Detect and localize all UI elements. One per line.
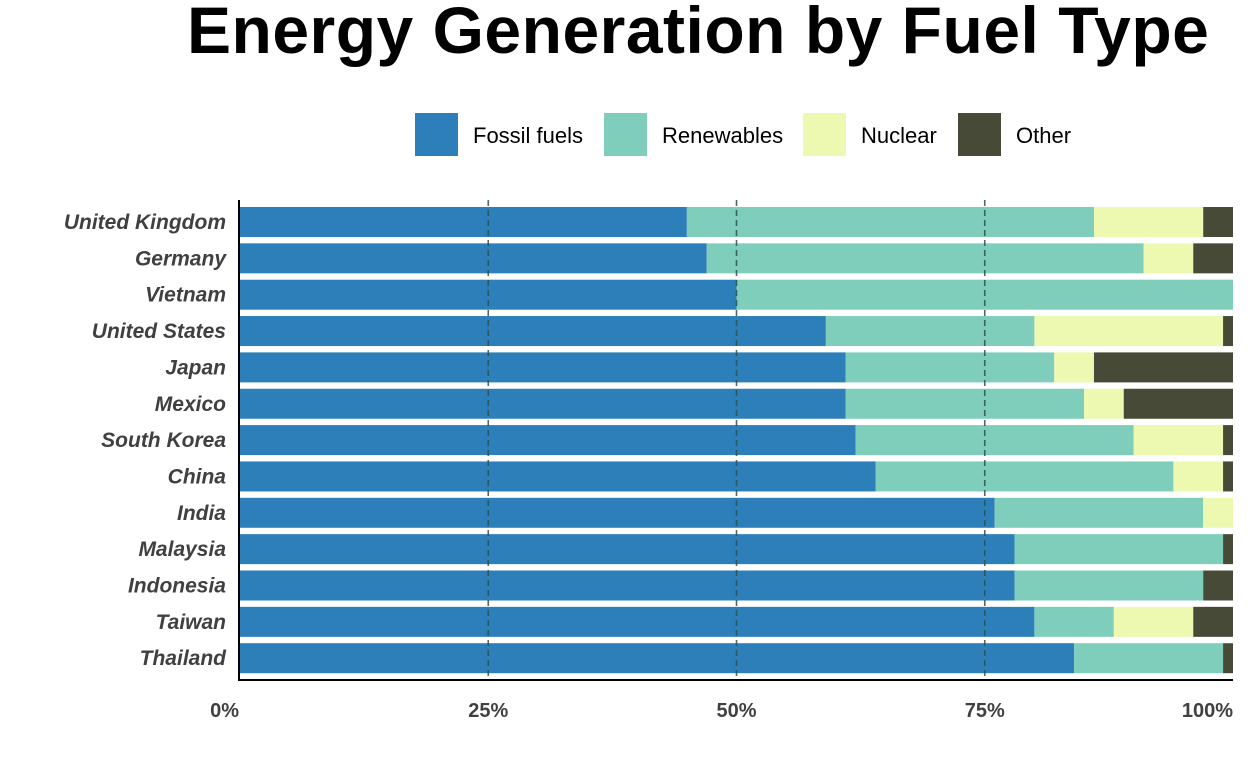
- bar-taiwan-fossil-fuels: [240, 606, 1035, 637]
- x-tick-label-25: 25%: [468, 700, 508, 722]
- bar-south-korea-nuclear: [1133, 425, 1224, 456]
- bar-malaysia-fossil-fuels: [240, 534, 1015, 565]
- category-label-south-korea: South Korea: [101, 429, 226, 452]
- bar-united-states-other: [1223, 316, 1233, 347]
- category-label-china: China: [168, 465, 227, 488]
- bar-united-kingdom-other: [1203, 207, 1233, 237]
- legend-swatch-renewables: [604, 113, 647, 156]
- bar-germany-fossil-fuels: [240, 243, 707, 274]
- bar-china-fossil-fuels: [240, 461, 876, 492]
- bar-germany-nuclear: [1143, 243, 1194, 274]
- category-label-thailand: Thailand: [140, 647, 228, 670]
- category-label-mexico: Mexico: [155, 393, 226, 416]
- legend-swatch-fossil-fuels: [415, 113, 458, 156]
- bar-china-nuclear: [1173, 461, 1224, 492]
- category-label-germany: Germany: [135, 247, 227, 270]
- bar-south-korea-other: [1223, 425, 1233, 456]
- bar-mexico-renewables: [845, 388, 1085, 419]
- bar-china-other: [1223, 461, 1233, 492]
- category-label-malaysia: Malaysia: [138, 538, 226, 561]
- bar-china-renewables: [875, 461, 1174, 492]
- bar-taiwan-renewables: [1034, 606, 1114, 637]
- bar-indonesia-fossil-fuels: [240, 570, 1015, 601]
- bar-indonesia-renewables: [1014, 570, 1204, 601]
- bar-japan-renewables: [845, 352, 1055, 383]
- bar-taiwan-other: [1193, 606, 1233, 637]
- legend-label-nuclear: Nuclear: [861, 123, 937, 148]
- category-label-taiwan: Taiwan: [156, 611, 226, 634]
- chart-title: Energy Generation by Fuel Type: [187, 0, 1210, 67]
- bar-mexico-nuclear: [1084, 388, 1124, 419]
- bar-united-states-renewables: [825, 316, 1035, 347]
- bar-japan-nuclear: [1054, 352, 1094, 383]
- x-tick-label-75: 75%: [965, 700, 1005, 722]
- category-label-indonesia: Indonesia: [128, 575, 226, 598]
- x-tick-label-50: 50%: [716, 700, 756, 722]
- category-label-japan: Japan: [165, 356, 226, 379]
- x-tick-label-0: 0%: [210, 700, 239, 722]
- category-label-united-kingdom: United Kingdom: [64, 211, 226, 234]
- bar-south-korea-fossil-fuels: [240, 425, 856, 456]
- x-tick-label-100: 100%: [1182, 700, 1233, 722]
- bar-mexico-other: [1123, 388, 1233, 419]
- bar-united-kingdom-fossil-fuels: [240, 207, 687, 237]
- bar-south-korea-renewables: [855, 425, 1134, 456]
- bar-india-nuclear: [1203, 497, 1233, 528]
- bar-united-kingdom-renewables: [686, 207, 1094, 237]
- bar-united-states-fossil-fuels: [240, 316, 826, 347]
- category-label-india: India: [177, 502, 226, 525]
- bar-india-renewables: [994, 497, 1204, 528]
- bar-indonesia-other: [1203, 570, 1233, 601]
- bar-germany-renewables: [706, 243, 1144, 274]
- bar-thailand-renewables: [1074, 643, 1224, 674]
- bar-thailand-other: [1223, 643, 1233, 674]
- bar-thailand-fossil-fuels: [240, 643, 1075, 674]
- bar-taiwan-nuclear: [1113, 606, 1194, 637]
- legend-label-fossil-fuels: Fossil fuels: [473, 123, 584, 148]
- legend-label-other: Other: [1016, 123, 1072, 148]
- legend-label-renewables: Renewables: [662, 123, 784, 148]
- bar-malaysia-other: [1223, 534, 1233, 565]
- category-label-vietnam: Vietnam: [145, 284, 226, 307]
- bar-mexico-fossil-fuels: [240, 388, 846, 419]
- legend-swatch-nuclear: [803, 113, 846, 156]
- category-label-united-states: United States: [92, 320, 226, 343]
- bar-japan-fossil-fuels: [240, 352, 846, 383]
- bar-malaysia-renewables: [1014, 534, 1224, 565]
- bar-india-fossil-fuels: [240, 497, 995, 528]
- bar-united-kingdom-nuclear: [1093, 207, 1204, 237]
- bar-japan-other: [1093, 352, 1233, 383]
- bar-united-states-nuclear: [1034, 316, 1224, 347]
- legend-swatch-other: [958, 113, 1001, 156]
- bar-germany-other: [1193, 243, 1233, 274]
